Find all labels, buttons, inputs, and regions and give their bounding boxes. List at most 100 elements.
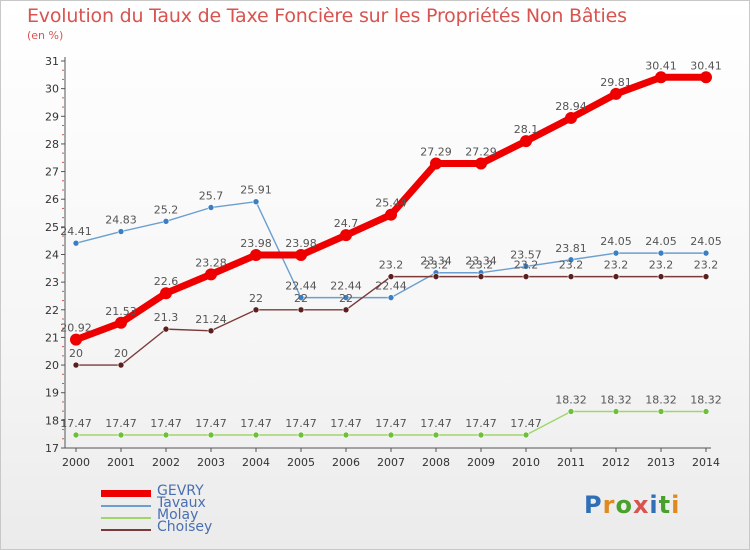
data-point-choisey [612,273,620,280]
data-label-tavaux: 24.83 [105,214,137,227]
data-label-tavaux: 24.05 [600,235,632,248]
logo-letter: P [584,491,603,519]
y-tick-label: 24 [45,249,59,262]
data-label-gevry: 24.7 [334,217,359,230]
data-label-tavaux: 22.44 [330,280,362,293]
data-point-choisey [657,273,665,280]
data-label-molay: 17.47 [285,417,317,430]
data-point-gevry [160,287,172,300]
data-label-choisey: 23.2 [514,259,539,272]
data-point-gevry [385,208,397,221]
data-label-choisey: 23.2 [649,259,674,272]
y-tick-label: 27 [45,166,59,179]
data-point-gevry [250,249,262,262]
x-tick-label: 2007 [377,456,405,469]
data-label-choisey: 23.2 [559,259,584,272]
data-label-choisey: 20 [69,347,83,360]
data-label-choisey: 23.2 [424,259,449,272]
data-point-gevry [565,111,577,124]
data-point-molay [207,431,215,439]
data-label-gevry: 28.1 [514,123,539,136]
y-tick-label: 31 [45,55,59,68]
x-tick-label: 2008 [422,456,450,469]
logo-letter: i [671,491,681,519]
data-point-choisey [162,325,170,333]
data-point-gevry [610,87,622,100]
y-tick-label: 21 [45,331,59,344]
data-label-molay: 18.32 [600,394,632,407]
data-point-molay [252,431,260,439]
data-point-choisey [522,273,530,280]
data-label-molay: 17.47 [150,417,182,430]
data-point-choisey [252,306,260,314]
data-point-tavaux [252,198,260,206]
data-point-molay [432,431,440,439]
data-point-molay [702,408,710,415]
data-label-molay: 17.47 [105,417,137,430]
data-label-tavaux: 23.57 [510,248,542,261]
legend-swatch-choisey [101,529,151,531]
x-tick-label: 2005 [287,456,315,469]
data-point-gevry [655,71,667,84]
data-label-tavaux: 24.41 [60,225,92,238]
data-label-tavaux: 22.44 [375,280,407,293]
data-label-molay: 18.32 [645,394,677,407]
data-label-molay: 18.32 [690,394,722,407]
x-tick-label: 2000 [62,456,90,469]
data-label-gevry: 25.44 [375,197,407,210]
data-label-tavaux: 24.05 [645,235,677,248]
data-label-choisey: 21.24 [195,313,227,326]
x-tick-label: 2013 [647,456,675,469]
data-label-choisey: 20 [114,347,128,360]
logo-letter: t [658,491,672,519]
data-label-molay: 17.47 [330,417,362,430]
data-point-gevry [340,229,352,242]
data-label-molay: 17.47 [240,417,272,430]
data-point-molay [387,431,395,439]
data-point-tavaux [162,218,170,225]
data-label-choisey: 23.2 [469,259,494,272]
data-label-gevry: 29.81 [600,76,632,89]
data-label-gevry: 21.53 [105,305,137,318]
x-tick-label: 2010 [512,456,540,469]
data-point-molay [522,431,530,439]
data-point-molay [612,408,620,415]
x-tick-label: 2002 [152,456,180,469]
x-tick-label: 2004 [242,456,270,469]
x-tick-label: 2011 [557,456,585,469]
data-point-tavaux [207,204,215,211]
legend-label-tavaux: Tavaux [157,495,206,511]
data-label-choisey: 22 [249,292,263,305]
data-label-tavaux: 23.34 [465,255,497,268]
data-point-molay [342,431,350,439]
data-label-choisey: 23.2 [694,259,719,272]
data-label-gevry: 23.98 [240,237,272,250]
data-point-choisey [117,361,125,369]
data-point-tavaux [522,263,530,270]
data-label-gevry: 28.94 [555,100,587,113]
data-label-tavaux: 25.91 [240,184,272,197]
y-tick-label: 22 [45,304,59,317]
x-tick-label: 2009 [467,456,495,469]
y-tick-label: 30 [45,83,59,96]
data-point-choisey [432,273,440,280]
data-point-gevry [205,268,217,281]
y-tick-label: 29 [45,110,59,123]
y-tick-label: 19 [45,387,59,400]
data-point-gevry [115,316,127,329]
data-point-tavaux [342,294,350,301]
y-tick-label: 23 [45,276,59,289]
y-tick-label: 20 [45,359,59,372]
data-label-tavaux: 23.34 [420,255,452,268]
legend-swatch-gevry [101,490,151,497]
logo-letter: i [649,491,659,519]
legend-swatch-tavaux [101,505,151,507]
logo-letter: r [602,491,616,519]
data-point-gevry [700,71,712,84]
data-point-molay [72,431,80,439]
x-tick-label: 2003 [197,456,225,469]
x-tick-label: 2012 [602,456,630,469]
data-point-molay [162,431,170,439]
